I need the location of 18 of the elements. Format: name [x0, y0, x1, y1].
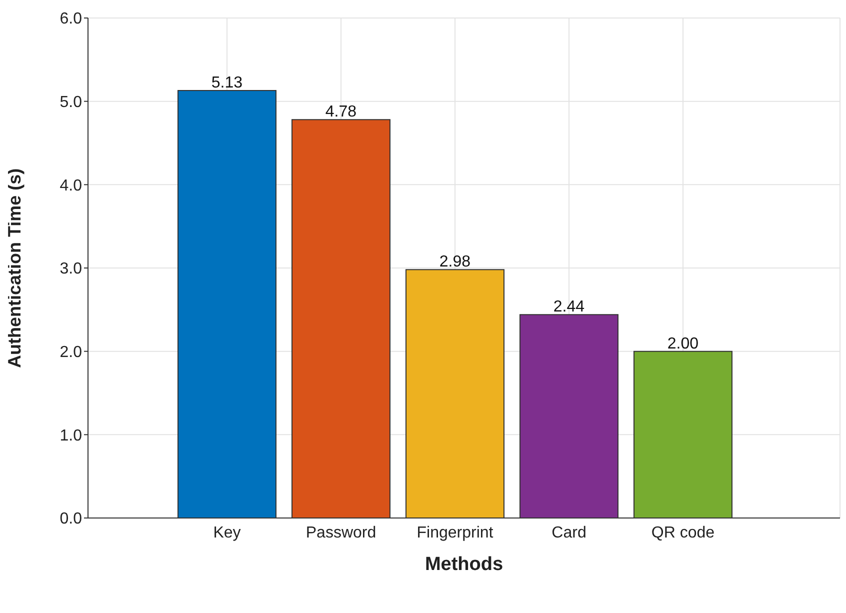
x-tick-label: QR code [651, 524, 715, 542]
y-tick-label: 0.0 [60, 510, 82, 528]
data-label: 2.98 [439, 254, 471, 271]
y-tick-label: 2.0 [60, 344, 82, 362]
data-label: 2.00 [667, 335, 699, 352]
y-tick-label: 4.0 [60, 177, 82, 194]
data-label: 2.44 [553, 298, 585, 316]
x-tick-label: Key [213, 524, 241, 542]
y-tick-label: 5.0 [60, 94, 82, 112]
data-label: 5.13 [211, 74, 243, 92]
y-tick-label: 1.0 [60, 427, 82, 444]
x-tick-label: Password [306, 524, 376, 542]
data-label: 4.78 [325, 104, 357, 121]
x-tick-label: Card [552, 524, 586, 542]
x-tick-label: Fingerprint [416, 524, 494, 542]
y-tick-label: 6.0 [60, 10, 82, 28]
x-axis-title: Methods [424, 554, 504, 575]
y-tick-label: 3.0 [60, 260, 82, 278]
